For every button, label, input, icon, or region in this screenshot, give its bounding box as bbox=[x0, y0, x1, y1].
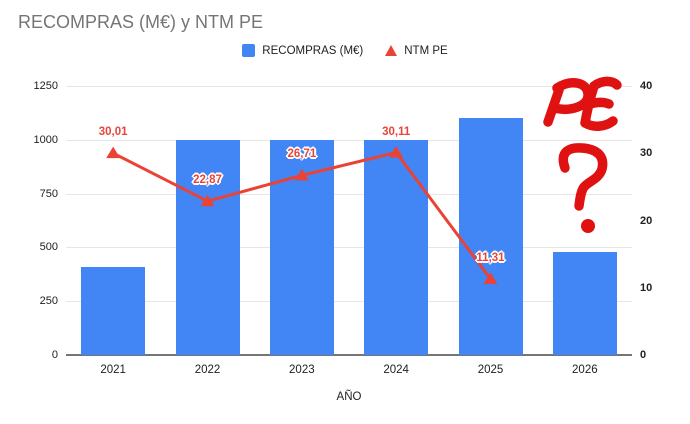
line-marker-2021[interactable] bbox=[106, 146, 121, 159]
gridline bbox=[66, 301, 632, 303]
legend-item-recompras[interactable]: RECOMPRAS (M€) bbox=[242, 44, 363, 57]
bar-swatch-icon bbox=[242, 44, 256, 57]
bar-2021[interactable] bbox=[81, 266, 146, 355]
legend-label-recompras: RECOMPRAS (M€) bbox=[262, 44, 364, 57]
bar-2026[interactable] bbox=[552, 251, 617, 355]
y-axis-left-tick-label: 750 bbox=[39, 187, 58, 200]
x-tick-label-2021: 2021 bbox=[100, 364, 126, 376]
line-marker-2025[interactable] bbox=[483, 272, 498, 284]
point-label-2023: 26,71 bbox=[287, 148, 317, 161]
y-axis-left-tick-label: 1250 bbox=[33, 80, 58, 92]
x-axis-title: AÑO bbox=[336, 391, 362, 403]
legend: RECOMPRAS (M€) NTM PE bbox=[0, 44, 690, 57]
y-axis-right-tick-label: 0 bbox=[640, 349, 647, 361]
gridline bbox=[66, 193, 632, 195]
legend-item-ntm-pe[interactable]: NTM PE bbox=[385, 44, 448, 57]
triangle-marker-icon bbox=[385, 45, 398, 56]
y-axis-left-tick-label: 250 bbox=[39, 295, 58, 308]
x-tick-label-2023: 2023 bbox=[289, 364, 315, 376]
y-axis-right-tick-label: 10 bbox=[640, 281, 653, 294]
line-marker-2023[interactable] bbox=[294, 168, 309, 181]
point-label-2022: 22,87 bbox=[193, 174, 222, 187]
point-label-2021: 30,01 bbox=[98, 126, 128, 139]
bar-2022[interactable] bbox=[175, 139, 240, 355]
hand-annotation-question-dot bbox=[581, 219, 595, 233]
hand-annotation-letter-e bbox=[580, 76, 622, 131]
gridline bbox=[66, 86, 632, 87]
x-tick-label-2022: 2022 bbox=[194, 364, 221, 376]
point-label-2024: 30,11 bbox=[382, 125, 411, 138]
legend-label-ntm-pe: NTM PE bbox=[404, 44, 448, 57]
gridline bbox=[66, 139, 632, 141]
line-marker-2024[interactable] bbox=[389, 146, 404, 158]
chart-title: RECOMPRAS (M€) y NTM PE bbox=[18, 12, 264, 32]
x-tick-label-2025: 2025 bbox=[477, 364, 504, 376]
y-axis-right-tick-label: 20 bbox=[640, 214, 653, 227]
bar-2024[interactable] bbox=[364, 139, 429, 355]
line-marker-2022[interactable] bbox=[200, 194, 215, 207]
hand-annotation-letter-p bbox=[543, 78, 593, 127]
point-label-2025: 11,31 bbox=[476, 251, 505, 264]
y-axis-left-tick-label: 0 bbox=[51, 349, 58, 361]
y-axis-right-tick-label: 40 bbox=[640, 80, 653, 92]
y-axis-left-tick-label: 500 bbox=[39, 241, 58, 254]
bar-2025[interactable] bbox=[458, 118, 523, 355]
y-axis-right-tick-label: 30 bbox=[640, 147, 653, 160]
gridline bbox=[66, 247, 632, 249]
y-axis-left-tick-label: 1000 bbox=[33, 133, 58, 146]
x-tick-label-2026: 2026 bbox=[572, 364, 598, 376]
x-axis-baseline bbox=[66, 354, 632, 356]
hand-annotation-question-mark bbox=[558, 143, 608, 211]
x-tick-label-2024: 2024 bbox=[383, 364, 409, 376]
